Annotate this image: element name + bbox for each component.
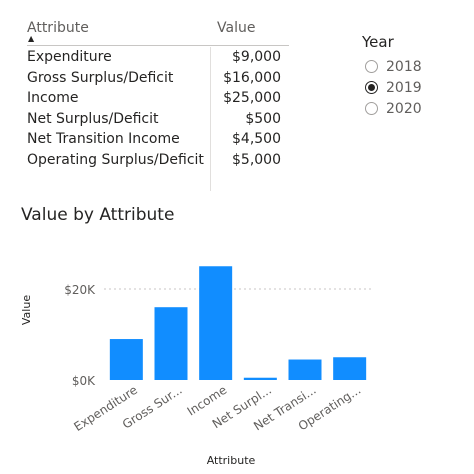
cell-attribute: Gross Surplus/Deficit [27, 69, 174, 86]
slicer-option-label: 2019 [386, 79, 422, 96]
slicer-option-2018[interactable]: 2018 [362, 56, 422, 77]
radio-selected-icon[interactable] [365, 81, 378, 94]
slicer-option-2020[interactable]: 2020 [362, 98, 422, 119]
slicer-option-label: 2018 [386, 58, 422, 75]
year-slicer: Year 2018 2019 2020 [362, 33, 422, 119]
bar[interactable] [333, 357, 367, 380]
column-header-attribute[interactable]: Attribute [27, 20, 89, 36]
cell-value: $500 [245, 110, 281, 127]
table-header: Attribute ▲ Value [27, 20, 289, 46]
y-tick-label: $0K [72, 374, 96, 388]
table-row[interactable]: Operating Surplus/Deficit $5,000 [27, 150, 289, 171]
table-row[interactable]: Net Transition Income $4,500 [27, 129, 289, 150]
cell-value: $16,000 [223, 69, 281, 86]
bar[interactable] [154, 307, 188, 380]
column-divider [210, 47, 211, 191]
chart-title: Value by Attribute [21, 205, 175, 225]
bar[interactable] [199, 266, 233, 380]
radio-unselected-icon[interactable] [365, 60, 378, 73]
cell-attribute: Operating Surplus/Deficit [27, 151, 204, 168]
table-row[interactable]: Gross Surplus/Deficit $16,000 [27, 68, 289, 89]
cell-value: $5,000 [232, 151, 281, 168]
cell-attribute: Income [27, 90, 79, 106]
slicer-option-2019[interactable]: 2019 [362, 77, 422, 98]
bar[interactable] [288, 359, 322, 380]
x-axis-title: Attribute [207, 454, 256, 467]
y-tick-label: $20K [64, 283, 96, 297]
bar[interactable] [243, 377, 277, 380]
cell-attribute: Expenditure [27, 49, 112, 65]
cell-value: $25,000 [223, 90, 281, 106]
cell-value: $9,000 [232, 49, 281, 65]
attribute-value-table: Attribute ▲ Value Expenditure $9,000 Gro… [27, 20, 289, 191]
slicer-option-label: 2020 [386, 100, 422, 117]
table-row[interactable]: Net Surplus/Deficit $500 [27, 109, 289, 130]
sort-ascending-icon[interactable]: ▲ [28, 34, 35, 43]
y-axis-title: Value [20, 295, 33, 325]
table-row[interactable]: Expenditure $9,000 [27, 47, 289, 68]
radio-unselected-icon[interactable] [365, 102, 378, 115]
cell-attribute: Net Transition Income [27, 131, 180, 147]
cell-value: $4,500 [232, 131, 281, 147]
bar[interactable] [109, 339, 143, 380]
table-row[interactable]: Income $25,000 [27, 88, 289, 109]
table-body: Expenditure $9,000 Gross Surplus/Deficit… [27, 47, 289, 191]
column-header-value[interactable]: Value [217, 20, 256, 36]
slicer-title: Year [362, 33, 394, 51]
cell-attribute: Net Surplus/Deficit [27, 110, 159, 127]
